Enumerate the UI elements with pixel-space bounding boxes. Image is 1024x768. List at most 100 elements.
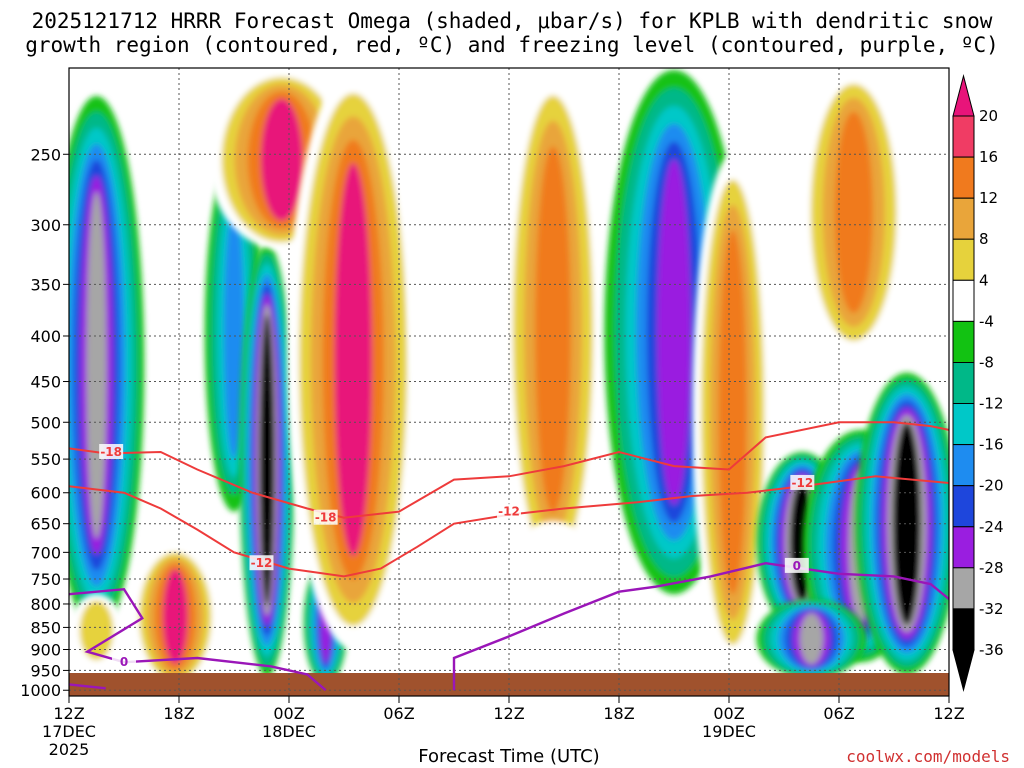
omega-contour-fill xyxy=(505,520,601,639)
contour-label: -18 xyxy=(100,445,122,459)
contour-label-bg xyxy=(784,557,809,573)
y-tick-label: 1000 xyxy=(20,681,61,700)
colorbar-segment xyxy=(952,279,975,322)
y-tick-label: 750 xyxy=(30,570,61,589)
colorbar-segment xyxy=(952,567,975,610)
grid-lines xyxy=(69,68,949,696)
y-tick-label: 300 xyxy=(30,216,61,235)
omega-contour-fill xyxy=(718,229,747,595)
contour-label-bg xyxy=(313,509,338,525)
colorbar-segment xyxy=(952,362,975,405)
colorbar-label: -36 xyxy=(979,641,1004,659)
x-tick-label: 12Z xyxy=(933,704,964,723)
colorbar-segment xyxy=(952,115,975,158)
y-tick-label: 350 xyxy=(30,275,61,294)
y-tick-label: 900 xyxy=(30,641,61,660)
omega-contour-fill xyxy=(79,600,114,661)
omega-feature xyxy=(69,594,124,667)
y-axis: 250 300 350 400 450 500 550 600 650 700 750 800 850 9… xyxy=(20,145,69,700)
colorbar-segment xyxy=(952,444,975,487)
colorbar-label: -28 xyxy=(979,559,1004,577)
y-tick-label: 700 xyxy=(30,543,61,562)
colorbar-label: -32 xyxy=(979,600,1004,618)
omega-feature xyxy=(69,96,145,635)
x-tick-date-label: 18DEC xyxy=(262,722,316,741)
omega-contour-fill xyxy=(410,69,476,515)
omega-contour-fill xyxy=(799,613,824,665)
colorbar-label: -20 xyxy=(979,477,1004,495)
omega-feature xyxy=(131,546,220,687)
colorbar-segment xyxy=(952,608,975,651)
contour-label-bg xyxy=(112,654,136,670)
contour-label: -12 xyxy=(498,505,520,519)
y-tick-label: 850 xyxy=(30,618,61,637)
y-tick-label: 600 xyxy=(30,484,61,503)
x-tick-date-label: 19DEC xyxy=(702,722,756,741)
x-tick-label: 18Z xyxy=(163,704,194,723)
contour-label-bg xyxy=(99,444,124,460)
colorbar-segment xyxy=(952,320,975,363)
omega-contour-fill xyxy=(657,159,691,505)
x-tick-date-label: 17DEC xyxy=(42,722,96,741)
omega-contour-fill xyxy=(162,569,188,664)
x-tick-label: 06Z xyxy=(823,704,854,723)
dgz-upper-contour xyxy=(69,421,949,519)
colorbar-segment xyxy=(952,485,975,528)
omega-feature xyxy=(756,599,867,679)
y-tick-label: 650 xyxy=(30,515,61,534)
colorbar-segment xyxy=(952,526,975,569)
plot-area: -18 -18 -12 -12 -12 0 0 xyxy=(68,67,950,697)
freezing-level-contour-surface xyxy=(69,683,106,690)
contour-label-bg xyxy=(249,555,274,571)
omega-feature xyxy=(692,154,773,671)
colorbar-label: -4 xyxy=(979,312,994,330)
omega-contour-fill xyxy=(223,206,245,460)
colorbar-label: -12 xyxy=(979,395,1004,413)
chart-title-line1: 2025121712 HRRR Forecast Omega (shaded, … xyxy=(32,9,993,33)
colorbar-bottom-triangle xyxy=(952,649,975,692)
x-axis-label: Forecast Time (UTC) xyxy=(418,746,599,767)
y-tick-label: 500 xyxy=(30,413,61,432)
colorbar-segment xyxy=(952,156,975,199)
colorbar: 20 16 12 8 4 -4 -8 -12 -16 -20 -24 -28 -32 -36 xyxy=(952,74,1004,692)
colorbar-label: -16 xyxy=(979,436,1004,454)
y-tick-label: 800 xyxy=(30,595,61,614)
contour-label: 0 xyxy=(120,655,128,669)
omega-feature xyxy=(287,69,420,650)
colorbar-label: 4 xyxy=(979,271,989,289)
colorbar-label: -24 xyxy=(979,518,1004,536)
y-tick-label: 400 xyxy=(30,327,61,346)
omega-contour-fill xyxy=(898,429,916,618)
x-tick-label: 12Z xyxy=(493,704,524,723)
contour-lines: -18 -18 -12 -12 -12 0 0 xyxy=(69,421,949,692)
contour-label: 0 xyxy=(793,559,801,573)
omega-contour-fill xyxy=(86,191,107,539)
contour-label-bg xyxy=(790,474,815,490)
omega-feature xyxy=(505,520,601,639)
omega-feature xyxy=(604,70,744,595)
colorbar-segment xyxy=(952,403,975,446)
y-tick-label: 550 xyxy=(30,450,61,469)
y-tick-label: 950 xyxy=(30,661,61,680)
x-tick-year-label: 2025 xyxy=(49,740,90,759)
omega-feature xyxy=(798,69,909,355)
y-tick-label: 450 xyxy=(30,373,61,392)
x-tick-label: 18Z xyxy=(603,704,634,723)
x-tick-label: 06Z xyxy=(383,704,414,723)
omega-feature xyxy=(501,70,605,590)
freezing-level-contour-right xyxy=(452,561,949,691)
credit-text: coolwx.com/models xyxy=(846,747,1010,766)
omega-contour-fill xyxy=(834,111,873,314)
colorbar-label: 16 xyxy=(979,148,998,166)
colorbar-label: 8 xyxy=(979,230,989,248)
x-tick-label: 00Z xyxy=(273,704,304,723)
colorbar-label: 12 xyxy=(979,189,998,207)
omega-feature xyxy=(410,69,476,515)
omega-contour-fill xyxy=(535,146,571,513)
contour-label: -12 xyxy=(791,476,813,490)
contour-label: -12 xyxy=(251,556,273,570)
colorbar-segment xyxy=(952,197,975,240)
colorbar-label: -8 xyxy=(979,354,994,372)
chart-title-line2: growth region (contoured, red, ºC) and f… xyxy=(25,33,999,57)
